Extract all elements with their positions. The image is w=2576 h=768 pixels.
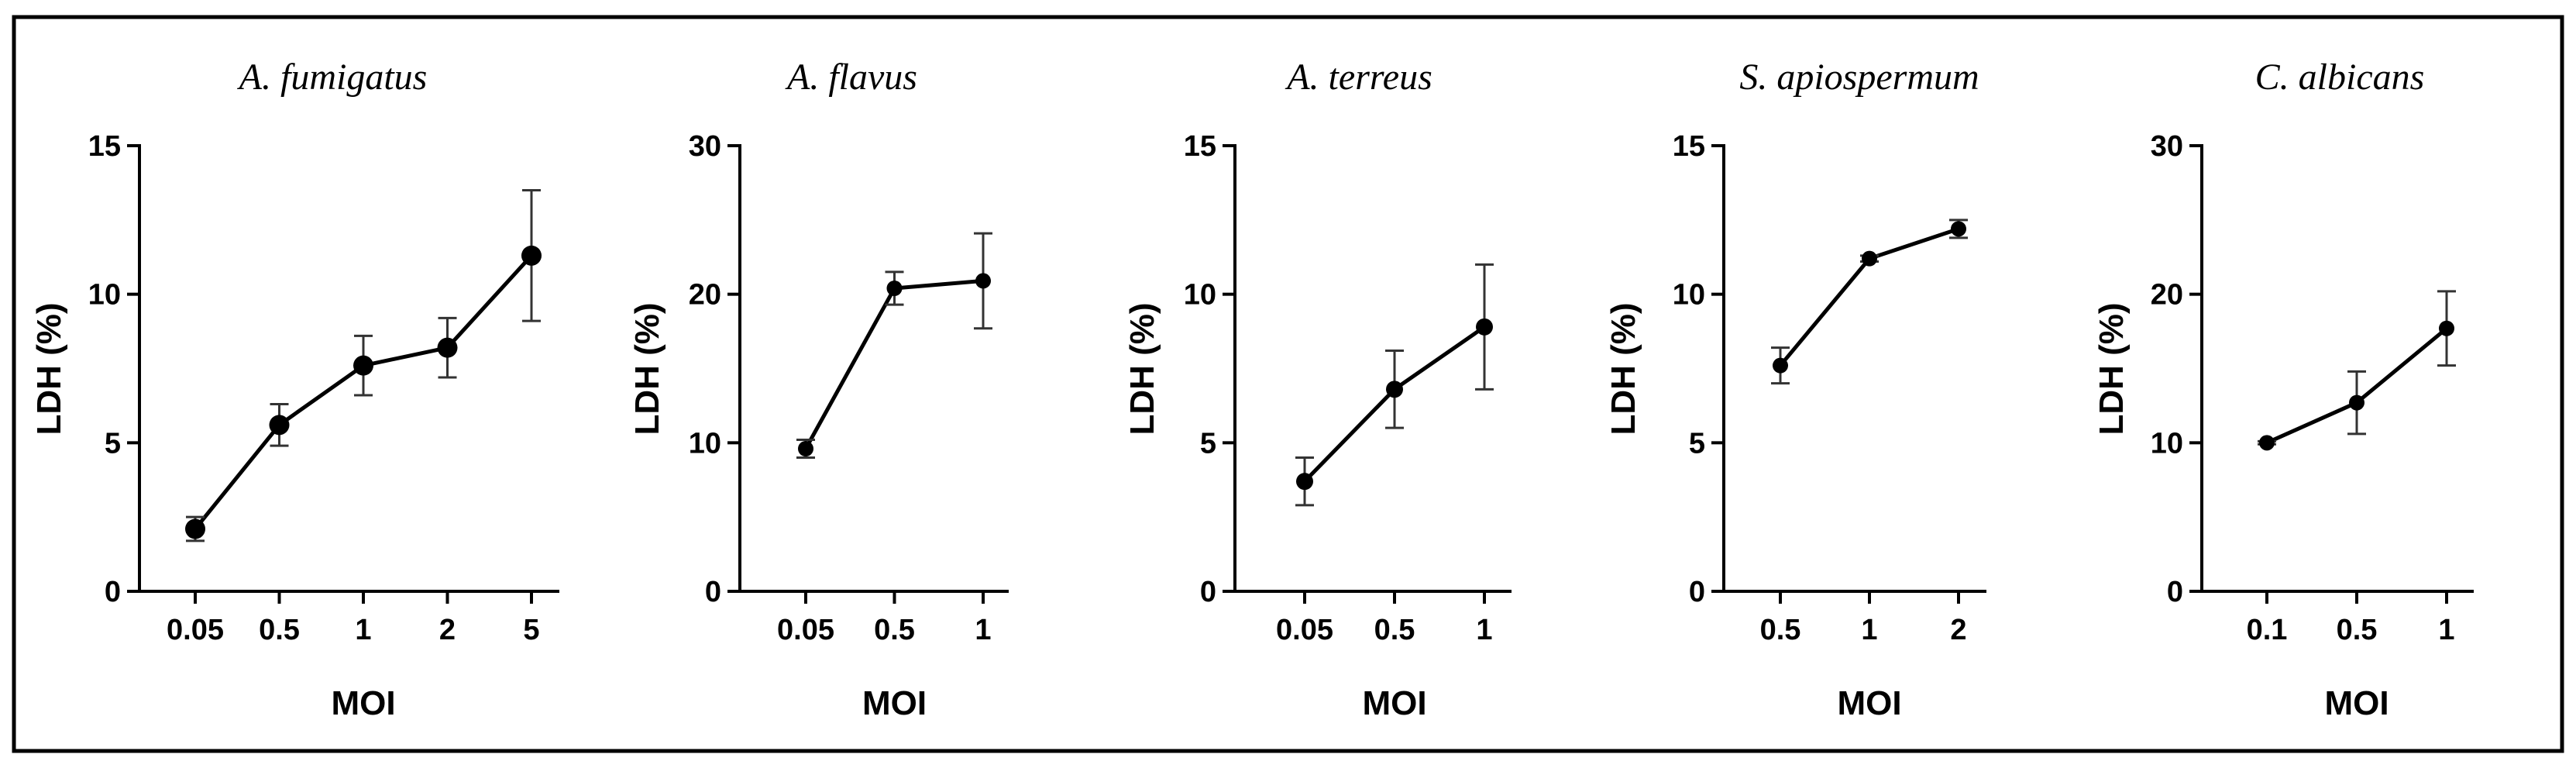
x-axis-label: MOI (331, 684, 395, 722)
chart-panel: C. albicans 0 10 20 30 0.1 0.5 1 MOI LDH (%) (2093, 57, 2474, 722)
x-axis-label: MOI (862, 684, 927, 722)
x-tick-label: 1 (2438, 614, 2454, 646)
chart-panel: S. apiospermum 0 5 10 15 0.5 1 2 MOI LDH (%) (1604, 57, 1986, 722)
y-tick-label: 15 (1673, 130, 1705, 163)
x-tick-label: 2 (1950, 614, 1966, 646)
y-tick-label: 5 (1200, 427, 1216, 460)
data-point (185, 518, 205, 539)
x-tick-label: 0.05 (1276, 614, 1333, 646)
chart-title: A. terreus (1285, 57, 1432, 98)
chart-title: A. fumigatus (237, 57, 428, 98)
y-tick-label: 10 (1673, 279, 1705, 312)
data-point (2439, 320, 2454, 336)
y-tick-label: 10 (88, 279, 121, 312)
y-tick-label: 15 (1184, 130, 1216, 163)
chart-panel: A. flavus 0 10 20 30 0.05 0.5 1 MOI LDH (%) (628, 57, 1009, 722)
data-point (1773, 357, 1788, 374)
x-tick-label: 1 (1861, 614, 1877, 646)
chart-title: C. albicans (2255, 57, 2425, 98)
y-tick-label: 10 (689, 427, 721, 460)
y-tick-label: 30 (689, 130, 721, 163)
y-tick-label: 5 (1689, 427, 1705, 460)
y-tick-label: 0 (105, 576, 121, 608)
x-axis-label: MOI (2324, 684, 2389, 722)
y-tick-label: 0 (705, 576, 721, 608)
data-point (1386, 381, 1403, 398)
y-axis-label: LDH (%) (628, 302, 666, 435)
data-point (2349, 394, 2364, 411)
chart-title: A. flavus (785, 57, 917, 98)
x-tick-label: 0.5 (1374, 614, 1415, 646)
x-tick-label: 0.05 (167, 614, 224, 646)
x-tick-label: 1 (975, 614, 991, 646)
data-point (521, 245, 542, 266)
x-axis-label: MOI (1837, 684, 1901, 722)
x-tick-label: 0.5 (874, 614, 915, 646)
series-line (1779, 226, 1959, 367)
x-tick-label: 1 (355, 614, 371, 646)
x-tick-label: 1 (1476, 614, 1492, 646)
y-tick-label: 0 (2167, 576, 2183, 608)
x-tick-label: 5 (523, 614, 539, 646)
y-tick-label: 10 (2151, 427, 2183, 460)
y-tick-label: 5 (105, 427, 121, 460)
data-point (1862, 250, 1877, 267)
data-point (1951, 221, 1966, 237)
y-axis-label: LDH (%) (1123, 302, 1161, 435)
x-tick-label: 0.5 (2337, 614, 2378, 646)
y-axis-label: LDH (%) (1604, 302, 1642, 435)
data-point (2259, 435, 2275, 451)
data-point (798, 441, 813, 456)
y-axis-label: LDH (%) (30, 302, 68, 435)
data-point (975, 273, 991, 289)
y-tick-label: 10 (1184, 279, 1216, 312)
y-tick-label: 0 (1200, 576, 1216, 608)
y-tick-label: 20 (2151, 279, 2183, 312)
data-point (269, 415, 290, 436)
x-tick-label: 0.5 (259, 614, 300, 646)
data-point (437, 337, 458, 358)
x-tick-label: 0.05 (777, 614, 834, 646)
data-point (353, 355, 373, 376)
data-point (886, 281, 903, 296)
x-axis-label: MOI (1362, 684, 1426, 722)
chart-title: S. apiospermum (1739, 57, 1979, 98)
chart-panel: A. terreus 0 5 10 15 0.05 0.5 1 MOI LDH (%) (1123, 57, 1512, 722)
y-axis-label: LDH (%) (2093, 302, 2131, 435)
y-tick-label: 20 (689, 279, 721, 312)
y-tick-label: 0 (1689, 576, 1705, 608)
chart-panel: A. fumigatus 0 5 10 15 0.05 0.5 1 2 5 MOI LDH (%) (30, 57, 559, 722)
figure-frame (12, 15, 2564, 753)
y-tick-label: 15 (88, 130, 121, 163)
data-point (1476, 318, 1493, 336)
x-tick-label: 0.5 (1760, 614, 1801, 646)
x-tick-label: 2 (439, 614, 456, 646)
y-tick-label: 30 (2151, 130, 2183, 163)
data-point (1296, 473, 1313, 491)
x-tick-label: 0.1 (2247, 614, 2288, 646)
series-line (803, 278, 984, 450)
